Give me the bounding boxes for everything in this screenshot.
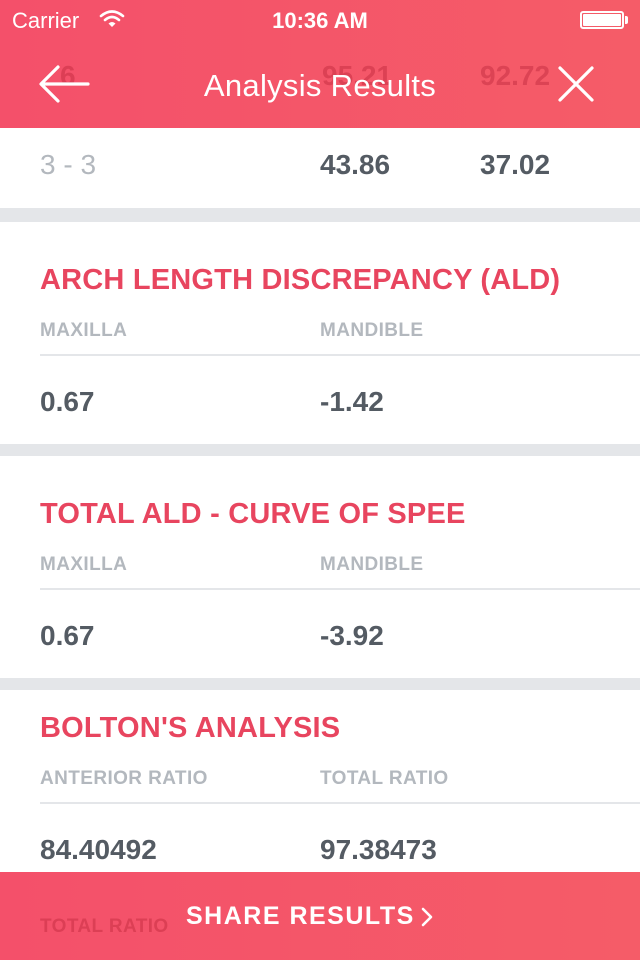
maxilla-value: 0.67: [40, 620, 95, 651]
anterior-ratio-value: 84.40492: [40, 834, 157, 865]
divider: [40, 588, 640, 590]
section-title: TOTAL ALD - CURVE OF SPEE: [40, 498, 466, 530]
scrolled-column-header: TOTAL RATIO: [40, 916, 169, 937]
status-time: 10:36 AM: [272, 8, 368, 33]
chevron-right-icon: [421, 907, 433, 927]
back-button[interactable]: [38, 62, 90, 106]
ald-section: ARCH LENGTH DISCREPANCY (ALD) MAXILLA MA…: [0, 222, 640, 444]
carrier-label: Carrier: [12, 8, 80, 33]
close-icon: [558, 66, 594, 102]
column-header-anterior-ratio: ANTERIOR RATIO: [40, 768, 208, 789]
divider: [40, 802, 640, 804]
share-results-button[interactable]: TOTAL RATIO SHARE RESULTS: [0, 872, 640, 960]
row-value-mandible: 37.02: [480, 149, 551, 180]
total-ald-section: TOTAL ALD - CURVE OF SPEE MAXILLA MANDIB…: [0, 456, 640, 678]
row-value-maxilla: 43.86: [320, 149, 391, 180]
divider: [40, 354, 640, 356]
table-row: 3 - 3 43.86 37.02: [0, 145, 640, 189]
column-header-mandible: MANDIBLE: [320, 554, 424, 575]
status-bar: Carrier 10:36 AM: [0, 0, 640, 40]
mandible-value: -1.42: [320, 386, 384, 417]
maxilla-value: 0.67: [40, 386, 95, 417]
mandible-value: -3.92: [320, 620, 384, 651]
close-button[interactable]: [556, 64, 596, 104]
arrow-left-icon: [39, 65, 90, 103]
column-header-total-ratio: TOTAL RATIO: [320, 768, 449, 789]
wifi-icon: [99, 10, 125, 27]
total-ratio-value: 97.38473: [320, 834, 437, 865]
scrolled-row-value: 95.21: [322, 60, 393, 91]
column-header-maxilla: MAXILLA: [40, 320, 128, 341]
row-label: 3 - 3: [40, 149, 97, 180]
column-header-mandible: MANDIBLE: [320, 320, 424, 341]
section-title: BOLTON'S ANALYSIS: [40, 712, 341, 744]
battery-icon: [580, 11, 628, 29]
section-title: ARCH LENGTH DISCREPANCY (ALD): [40, 264, 561, 296]
scrolled-row-value: 92.72: [480, 60, 551, 91]
page-title: Analysis Results: [203, 68, 437, 103]
navigation-header: Carrier 10:36 AM 6 95.21 92.72 Analysis …: [0, 0, 640, 128]
column-header-maxilla: MAXILLA: [40, 554, 128, 575]
share-results-label: SHARE RESULTS: [186, 902, 415, 930]
